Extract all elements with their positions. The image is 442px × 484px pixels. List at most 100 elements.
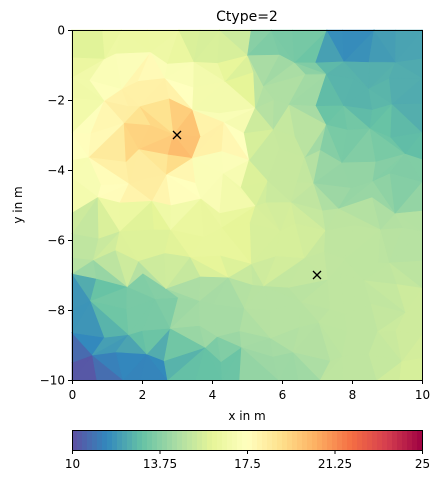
colorbar-segment (297, 430, 303, 450)
y-axis-label: y in m (11, 186, 25, 223)
colorbar-segment (92, 430, 98, 450)
colorbar-segment (272, 430, 278, 450)
colorbar-segment (237, 430, 243, 450)
colorbar-segment (77, 430, 83, 450)
colorbar-segment (187, 430, 193, 450)
colorbar-segment (142, 430, 148, 450)
colorbar-segment (202, 430, 208, 450)
x-axis-label: x in m (228, 409, 265, 423)
marker-layer (172, 130, 322, 280)
colorbar-segment (392, 430, 398, 450)
colorbar-segment (387, 430, 393, 450)
colorbar-segment (397, 430, 403, 450)
y-axis-ticks: 0 −2 −4 −6 −8 −10 (40, 24, 72, 388)
colorbar-segment (327, 430, 333, 450)
y-tick-label: −6 (47, 234, 65, 248)
y-tick-label: −4 (47, 164, 65, 178)
x-tick-label: 10 (415, 388, 430, 402)
colorbar-segment (257, 430, 263, 450)
heatmap-field (71, 29, 424, 381)
colorbar-segment (82, 430, 88, 450)
colorbar-tick-label: 13.75 (143, 457, 177, 471)
colorbar-segment (252, 430, 258, 450)
colorbar-tick-label: 25 (415, 457, 430, 471)
colorbar-segment (412, 430, 418, 450)
colorbar-segment (267, 430, 273, 450)
colorbar-segment (247, 430, 253, 450)
colorbar-segment (127, 430, 133, 450)
colorbar-segment (197, 430, 203, 450)
x-tick-label: 4 (209, 388, 217, 402)
colorbar-segment (362, 430, 368, 450)
chart-title: Ctype=2 (216, 9, 278, 25)
y-tick-label: −10 (40, 374, 65, 388)
colorbar-segment (227, 430, 233, 450)
y-tick-label: −2 (47, 94, 65, 108)
colorbar-segment (232, 430, 238, 450)
colorbar-segment (192, 430, 198, 450)
colorbar-segment (217, 430, 223, 450)
colorbar-segment (357, 430, 363, 450)
colorbar-segment (307, 430, 313, 450)
colorbar-segment (317, 430, 323, 450)
colorbar (72, 430, 423, 450)
colorbar-segment (332, 430, 338, 450)
colorbar-segment (87, 430, 93, 450)
colorbar-segment (407, 430, 413, 450)
colorbar-segment (72, 430, 78, 450)
colorbar-segment (97, 430, 103, 450)
x-axis-ticks: 0 2 4 6 8 10 (69, 380, 430, 402)
colorbar-segment (162, 430, 168, 450)
colorbar-segment (312, 430, 318, 450)
x-tick-label: 0 (69, 388, 77, 402)
colorbar-segment (342, 430, 348, 450)
colorbar-segment (212, 430, 218, 450)
colorbar-segment (242, 430, 248, 450)
colorbar-segment (117, 430, 123, 450)
colorbar-segment (182, 430, 188, 450)
colorbar-ticks: 10 13.75 17.5 21.25 25 (65, 450, 430, 471)
colorbar-segment (147, 430, 153, 450)
y-tick-label: −8 (47, 304, 65, 318)
marker-x (312, 270, 322, 280)
colorbar-segment (222, 430, 228, 450)
colorbar-segment (282, 430, 288, 450)
colorbar-segment (347, 430, 353, 450)
colorbar-tick-label: 17.5 (234, 457, 261, 471)
colorbar-segment (122, 430, 128, 450)
colorbar-segment (337, 430, 343, 450)
colorbar-segment (382, 430, 388, 450)
x-tick-label: 2 (139, 388, 147, 402)
colorbar-segment (372, 430, 378, 450)
marker-x (172, 130, 182, 140)
colorbar-segment (417, 430, 423, 450)
colorbar-segment (112, 430, 118, 450)
colorbar-segment (377, 430, 383, 450)
colorbar-segment (177, 430, 183, 450)
colorbar-segment (352, 430, 358, 450)
colorbar-segment (172, 430, 178, 450)
colorbar-segment (277, 430, 283, 450)
colorbar-segment (107, 430, 113, 450)
colorbar-segment (292, 430, 298, 450)
colorbar-segment (287, 430, 293, 450)
colorbar-tick-label: 21.25 (318, 457, 352, 471)
x-tick-label: 8 (349, 388, 357, 402)
colorbar-segment (132, 430, 138, 450)
colorbar-segment (262, 430, 268, 450)
y-tick-label: 0 (57, 24, 65, 38)
plot-frame (72, 30, 423, 381)
colorbar-tick-label: 10 (65, 457, 80, 471)
x-tick-label: 6 (279, 388, 287, 402)
colorbar-segment (367, 430, 373, 450)
colorbar-segment (157, 430, 163, 450)
colorbar-segment (302, 430, 308, 450)
colorbar-segment (322, 430, 328, 450)
colorbar-segment (207, 430, 213, 450)
colorbar-segment (137, 430, 143, 450)
colorbar-segment (402, 430, 408, 450)
colorbar-segment (102, 430, 108, 450)
colorbar-segment (152, 430, 158, 450)
colorbar-segment (167, 430, 173, 450)
